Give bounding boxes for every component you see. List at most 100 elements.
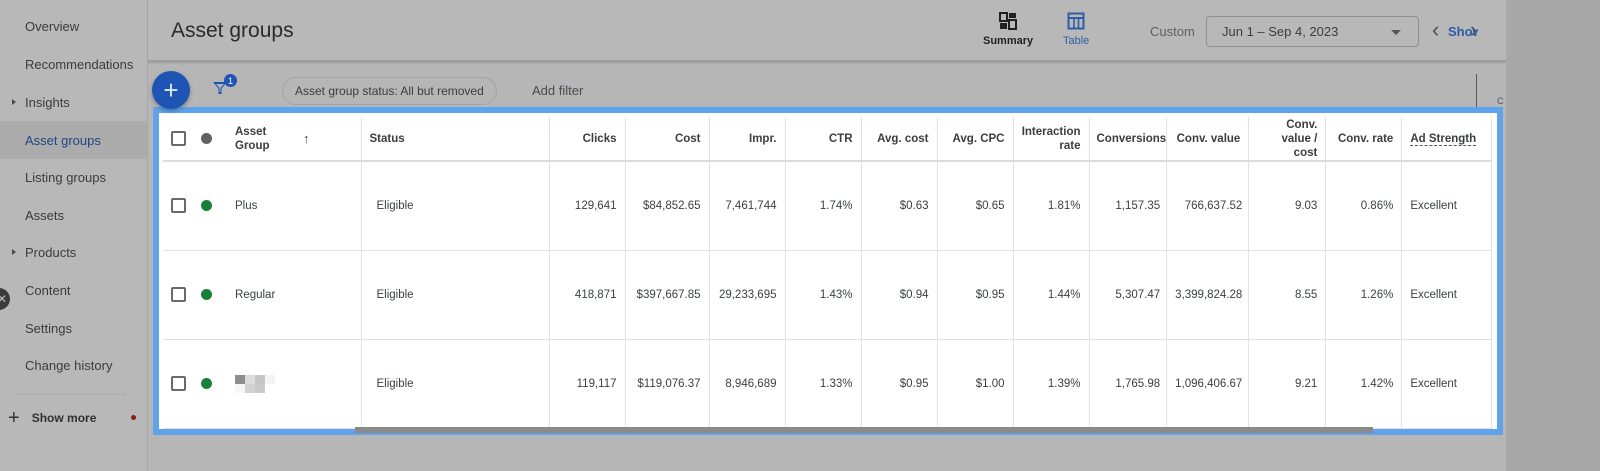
impr-cell: 7,461,744 — [709, 161, 786, 251]
clicks-cell: 119,117 — [549, 339, 626, 429]
conv-rate-cell: 1.42% — [1325, 339, 1403, 429]
column-header-interaction-rate[interactable]: Interaction rate — [1013, 117, 1090, 162]
column-header-cost[interactable]: Cost — [625, 117, 710, 162]
chevron-right-icon[interactable]: › — [1470, 17, 1478, 42]
date-range-value: Jun 1 – Sep 4, 2023 — [1222, 24, 1339, 39]
checkbox[interactable] — [171, 131, 186, 146]
asset-group-name[interactable]: Plus — [227, 161, 362, 251]
add-filter-button[interactable]: Add filter — [532, 83, 584, 98]
cost-cell: $397,667.85 — [625, 250, 710, 340]
summary-view-button[interactable]: Summary — [983, 12, 1033, 47]
column-header-ctr[interactable]: CTR — [785, 117, 862, 162]
row-checkbox[interactable] — [171, 198, 186, 214]
column-header-avg-cpc[interactable]: Avg. CPC — [937, 117, 1014, 162]
column-header-conversions[interactable]: Conversions — [1089, 117, 1168, 162]
date-range-select[interactable]: Jun 1 – Sep 4, 2023 — [1206, 16, 1419, 47]
notification-dot — [131, 415, 136, 420]
column-label: Conv. value — [1176, 132, 1241, 145]
sidebar-item-label: Recommendations — [25, 56, 134, 72]
toolbar-divider — [1476, 74, 1477, 114]
row-checkbox[interactable] — [171, 376, 186, 391]
show-more-button[interactable]: + Show more — [8, 408, 96, 428]
sidebar-item-listing-groups[interactable]: Listing groups — [0, 158, 147, 196]
plus-icon: + — [163, 75, 179, 105]
sidebar-item-asset-groups[interactable]: Asset groups — [0, 121, 147, 159]
column-header-conv-value[interactable]: Conv. value — [1166, 117, 1250, 162]
impr-cell: 29,233,695 — [709, 250, 786, 340]
status-enabled-icon — [201, 200, 212, 212]
avg-cost-cell: $0.94 — [861, 250, 938, 340]
column-header-ad-strength[interactable]: Ad Strength — [1401, 117, 1493, 162]
caret-right-icon — [12, 249, 16, 255]
sidebar-item-change-history[interactable]: Change history — [0, 346, 147, 384]
sidebar-item-label: Assets — [25, 207, 65, 223]
status-enabled-icon — [201, 288, 212, 300]
sidebar: Overview Recommendations Insights Asset … — [0, 0, 148, 471]
column-header-clicks[interactable]: Clicks — [549, 117, 626, 162]
page-title: Asset groups — [171, 19, 294, 42]
table-row[interactable]: Regular Eligible 418,871 $397,667.85 29,… — [163, 250, 1493, 340]
sort-ascending-icon[interactable]: ↑ — [303, 130, 310, 146]
interaction-rate-cell: 1.81% — [1013, 161, 1090, 251]
clicks-cell: 418,871 — [549, 250, 626, 340]
column-header-impr[interactable]: Impr. — [709, 117, 786, 162]
add-button[interactable]: + — [152, 71, 190, 109]
sidebar-item-label: Settings — [25, 320, 72, 336]
filter-icon[interactable] — [212, 80, 228, 96]
column-label: Ad Strength — [1410, 132, 1477, 146]
sidebar-divider — [16, 394, 126, 395]
ad-strength-cell: Excellent — [1401, 250, 1493, 340]
sidebar-item-insights[interactable]: Insights — [0, 83, 147, 121]
sidebar-item-recommendations[interactable]: Recommendations — [0, 45, 147, 83]
sidebar-item-label: Change history — [25, 357, 113, 373]
redacted-name-placeholder — [235, 374, 275, 393]
sidebar-item-content[interactable]: Content — [0, 271, 147, 309]
side-panel — [1506, 0, 1600, 471]
ad-strength-cell: Excellent — [1401, 339, 1493, 429]
row-checkbox[interactable] — [171, 287, 186, 302]
table-highlight-frame: Asset Group ↑ Status Clicks Cost Impr. CT… — [153, 107, 1503, 435]
conv-value-cell: 1,096,406.67 — [1166, 339, 1250, 429]
sidebar-item-overview[interactable]: Overview — [0, 7, 147, 45]
status-dot-icon — [201, 132, 212, 144]
sidebar-item-label: Asset groups — [25, 132, 101, 148]
conv-rate-cell: 1.26% — [1325, 250, 1403, 340]
column-label: Clicks — [582, 132, 617, 145]
avg-cpc-cell: $1.00 — [937, 339, 1014, 429]
asset-groups-table: Asset Group ↑ Status Clicks Cost Impr. CT… — [163, 117, 1493, 429]
select-all-checkbox[interactable] — [163, 117, 195, 162]
column-label: Interaction rate — [1021, 125, 1081, 152]
sidebar-item-assets[interactable]: Assets — [0, 196, 147, 234]
conv-value-cost-cell: 9.03 — [1248, 161, 1327, 251]
conv-value-cost-cell: 8.55 — [1248, 250, 1327, 340]
show-link[interactable]: Show — [1448, 24, 1478, 39]
filter-chip-status[interactable]: Asset group status: All but removed — [282, 77, 497, 105]
avg-cost-cell: $0.95 — [861, 339, 938, 429]
dropdown-caret-icon — [1391, 30, 1401, 35]
column-header-conv-value-cost[interactable]: Conv. value / cost — [1248, 117, 1327, 162]
conv-value-cell: 766,637.52 — [1166, 161, 1250, 251]
asset-group-name-redacted[interactable] — [227, 339, 362, 429]
filter-chip-label: Asset group status: All but removed — [295, 84, 484, 98]
status-column-header[interactable] — [195, 117, 227, 162]
table-view-button[interactable]: Table — [1063, 12, 1089, 47]
column-label: Avg. CPC — [952, 132, 1005, 145]
column-header-asset-group[interactable]: Asset Group ↑ — [227, 117, 362, 162]
status-cell: Eligible — [361, 250, 550, 340]
column-header-avg-cost[interactable]: Avg. cost — [861, 117, 938, 162]
table-row[interactable]: Plus Eligible 129,641 $84,852.65 7,461,7… — [163, 161, 1493, 251]
asset-group-name[interactable]: Regular — [227, 250, 362, 340]
horizontal-scrollbar[interactable] — [355, 427, 1373, 433]
table-label: Table — [1063, 35, 1090, 47]
chevron-left-icon[interactable]: ‹ — [1432, 17, 1440, 42]
sidebar-item-settings[interactable]: Settings — [0, 309, 147, 347]
ad-strength-cell: Excellent — [1401, 161, 1493, 251]
conv-value-cell: 3,399,824.28 — [1166, 250, 1250, 340]
close-icon[interactable]: ✕ — [0, 288, 10, 310]
sidebar-item-products[interactable]: Products — [0, 233, 147, 271]
table-row[interactable]: Eligible 119,117 $119,076.37 8,946,689 1… — [163, 339, 1493, 429]
avg-cost-cell: $0.63 — [861, 161, 938, 251]
column-header-conv-rate[interactable]: Conv. rate — [1325, 117, 1403, 162]
column-label: Asset Group — [235, 125, 270, 152]
column-header-status[interactable]: Status — [361, 117, 550, 162]
